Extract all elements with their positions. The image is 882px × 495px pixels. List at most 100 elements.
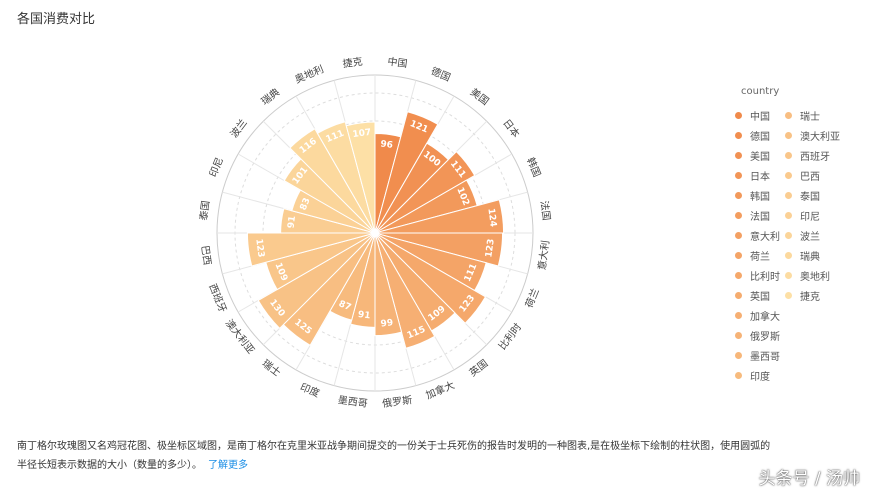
legend-item-14[interactable]: 瑞士: [785, 105, 845, 125]
legend-dot-icon: [735, 311, 742, 319]
category-label-22: 奥地利: [293, 62, 326, 85]
category-label-4: 韩国: [524, 155, 544, 178]
category-label-23: 捷克: [342, 55, 364, 70]
rose-sector-8[interactable]: [374, 232, 487, 324]
value-label-13: 87: [337, 299, 352, 313]
legend-label: 捷克: [800, 291, 820, 303]
legend-dot-icon: [785, 211, 792, 219]
rose-sector-15[interactable]: [257, 232, 376, 330]
legend-dot-icon: [735, 251, 742, 259]
legend-item-5[interactable]: 法国: [735, 205, 785, 225]
category-label-13: 印度: [298, 380, 321, 400]
legend-dot-icon: [785, 111, 792, 119]
category-label-19: 印尼: [207, 156, 226, 179]
category-label-0: 中国: [387, 55, 409, 70]
legend-item-21[interactable]: 瑞典: [785, 245, 845, 265]
rose-sector-17[interactable]: [246, 232, 376, 267]
legend-dot-icon: [785, 291, 792, 299]
category-label-17: 巴西: [199, 245, 214, 266]
legend-dot-icon: [785, 151, 792, 159]
value-label-23: 107: [352, 128, 372, 140]
legend-dot-icon: [785, 191, 792, 199]
legend-item-16[interactable]: 西班牙: [785, 145, 845, 165]
rose-sector-3[interactable]: [374, 150, 476, 234]
legend-label: 韩国: [750, 191, 770, 203]
legend-item-13[interactable]: 印度: [735, 365, 785, 385]
rose-sector-22[interactable]: [316, 121, 376, 234]
category-label-5: 法国: [538, 200, 553, 222]
legend-item-0[interactable]: 中国: [735, 105, 785, 125]
legend-item-4[interactable]: 韩国: [735, 185, 785, 205]
legend-dot-icon: [735, 151, 742, 159]
legend-item-11[interactable]: 俄罗斯: [735, 325, 785, 345]
category-label-11: 俄罗斯: [381, 393, 412, 410]
legend-item-2[interactable]: 美国: [735, 145, 785, 165]
legend-label: 巴西: [800, 171, 820, 183]
legend-dot-icon: [735, 371, 742, 379]
legend-item-19[interactable]: 印尼: [785, 205, 845, 225]
value-label-6: 123: [484, 238, 496, 258]
description-text: 南丁格尔玫瑰图又名鸡冠花图、极坐标区域图，是南丁格尔在克里米亚战争期间提交的一份…: [17, 441, 771, 471]
category-label-12: 墨西哥: [337, 394, 368, 410]
legend-label: 印尼: [800, 211, 820, 223]
learn-more-link[interactable]: 了解更多: [208, 460, 248, 471]
rose-sector-1[interactable]: [374, 111, 439, 234]
legend-item-8[interactable]: 比利时: [735, 265, 785, 285]
legend-label: 法国: [750, 211, 770, 223]
description: 南丁格尔玫瑰图又名鸡冠花图、极坐标区域图，是南丁格尔在克里米亚战争期间提交的一份…: [17, 437, 777, 475]
legend-dot-icon: [785, 131, 792, 139]
rose-sector-5[interactable]: [374, 199, 505, 234]
legend-item-17[interactable]: 巴西: [785, 165, 845, 185]
legend-label: 泰国: [800, 191, 820, 203]
legend-label: 印度: [750, 371, 770, 383]
legend-item-3[interactable]: 日本: [735, 165, 785, 185]
legend-label: 墨西哥: [750, 351, 780, 363]
legend-item-9[interactable]: 英国: [735, 285, 785, 305]
legend-dot-icon: [735, 291, 742, 299]
rose-sector-11[interactable]: [374, 232, 403, 337]
legend-label: 加拿大: [750, 311, 780, 323]
value-label-19: 83: [299, 197, 313, 212]
rose-sector-10[interactable]: [374, 232, 436, 349]
legend-item-12[interactable]: 墨西哥: [735, 345, 785, 365]
legend-item-23[interactable]: 捷克: [785, 285, 845, 305]
legend-label: 日本: [750, 171, 770, 183]
category-label-6: 意大利: [535, 239, 552, 270]
legend-label: 奥地利: [800, 271, 830, 283]
legend-label: 瑞典: [800, 251, 820, 263]
legend-item-20[interactable]: 波兰: [785, 225, 845, 245]
legend-dot-icon: [735, 351, 742, 359]
value-label-17: 123: [253, 238, 265, 258]
category-label-14: 瑞士: [260, 357, 284, 379]
legend-title: country: [741, 86, 780, 97]
category-label-8: 比利时: [496, 321, 524, 352]
category-label-9: 英国: [467, 357, 491, 379]
legend-item-22[interactable]: 奥地利: [785, 265, 845, 285]
legend-dot-icon: [735, 131, 742, 139]
legend-label: 英国: [750, 291, 770, 303]
legend-item-6[interactable]: 意大利: [735, 225, 785, 245]
legend-item-10[interactable]: 加拿大: [735, 305, 785, 325]
value-label-11: 99: [380, 318, 394, 330]
category-label-20: 波兰: [227, 116, 249, 140]
legend-label: 波兰: [800, 231, 820, 243]
rose-sector-23[interactable]: [345, 121, 376, 234]
watermark: 头条号 / 汤帅: [758, 469, 860, 489]
legend-item-18[interactable]: 泰国: [785, 185, 845, 205]
category-label-3: 日本: [500, 116, 522, 140]
legend-dot-icon: [735, 231, 742, 239]
legend-item-15[interactable]: 澳大利亚: [785, 125, 845, 145]
rose-sector-21[interactable]: [289, 128, 376, 234]
legend-dot-icon: [785, 271, 792, 279]
category-label-1: 德国: [429, 64, 452, 84]
legend-item-7[interactable]: 荷兰: [735, 245, 785, 265]
legend-item-1[interactable]: 德国: [735, 125, 785, 145]
legend-label: 中国: [750, 111, 770, 123]
legend-label: 美国: [750, 151, 770, 163]
legend-dot-icon: [735, 111, 742, 119]
legend-dot-icon: [735, 331, 742, 339]
category-label-16: 西班牙: [206, 282, 229, 314]
legend-label: 意大利: [750, 231, 780, 243]
value-label-5: 124: [485, 208, 497, 228]
page-title: 各国消费对比: [17, 12, 96, 27]
